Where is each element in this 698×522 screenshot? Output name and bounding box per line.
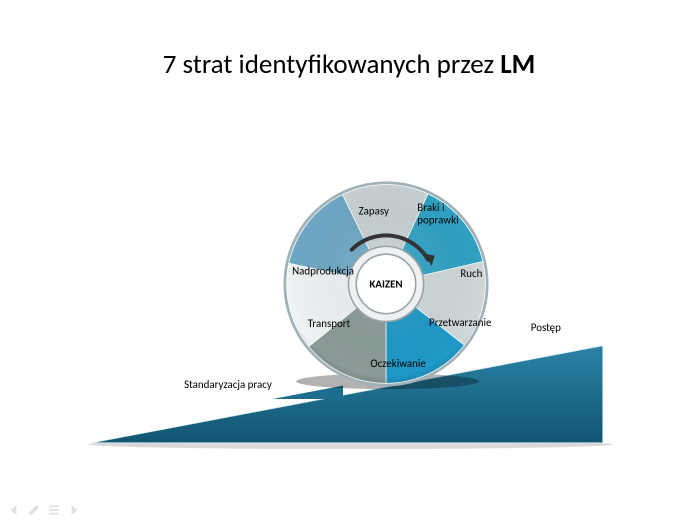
slice-label-4: Oczekiwanie: [370, 357, 426, 370]
label-standaryzacja: Standaryzacja pracy: [184, 378, 272, 391]
ramp-wedge: [273, 386, 343, 399]
prev-icon[interactable]: [6, 502, 22, 518]
slice-label-6: Nadprodukcja: [292, 265, 354, 278]
slice-label-5: Transport: [308, 317, 351, 330]
pen-icon[interactable]: [26, 502, 42, 518]
slice-label-0: Zapasy: [359, 204, 389, 217]
title-bold: LM: [500, 48, 535, 81]
title-prefix: 7 strat identyfikowanych przez: [163, 48, 501, 81]
center-label: KAIZEN: [369, 277, 402, 290]
label-postep: Postęp: [531, 321, 561, 334]
slide-title: 7 strat identyfikowanych przez LM: [0, 48, 698, 81]
slide-nav-toolbar: [6, 502, 82, 518]
next-icon[interactable]: [66, 502, 82, 518]
slice-label-3: Przetwarzanie: [429, 316, 492, 329]
slice-label-1: Braki ipoprawki: [417, 201, 458, 227]
slice-label-2: Ruch: [460, 267, 482, 280]
diagram-svg: KAIZEN Zapasy Braki ipoprawki Ruch Przetwar…: [20, 100, 680, 460]
menu-icon[interactable]: [46, 502, 62, 518]
